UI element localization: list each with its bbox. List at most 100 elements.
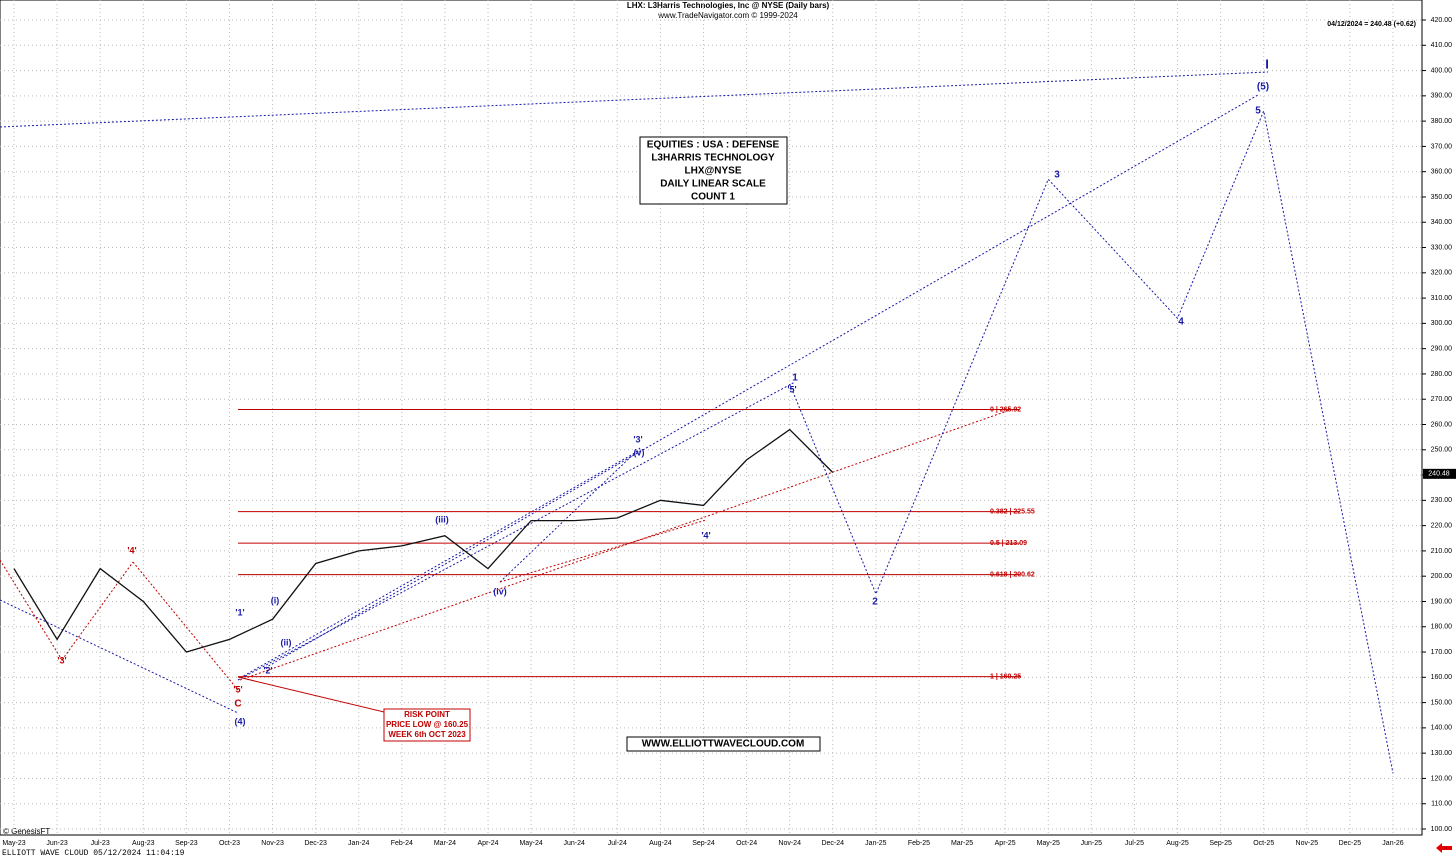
y-tick-label: 400.00 — [1431, 67, 1453, 74]
x-tick-label: Aug-23 — [132, 840, 155, 847]
website-box — [626, 736, 821, 752]
y-tick-label: 340.00 — [1431, 219, 1453, 226]
wave-label: I — [1265, 56, 1269, 71]
x-tick-label: Aug-24 — [649, 840, 672, 847]
x-tick-label: Jul-23 — [91, 840, 110, 847]
x-tick-label: Sep-25 — [1209, 840, 1232, 847]
info-line: LHX@NYSE — [685, 166, 742, 177]
wave-label: C — [234, 699, 241, 710]
price-line — [13, 428, 834, 653]
y-tick-label: 190.00 — [1431, 598, 1453, 605]
y-tick-label: 100.00 — [1431, 826, 1453, 833]
x-tick-label: Jul-25 — [1125, 840, 1144, 847]
wave-label: (v) — [634, 447, 645, 457]
y-tick-label: 290.00 — [1431, 346, 1453, 353]
info-line: L3HARRIS TECHNOLOGY — [651, 153, 775, 164]
y-tick-label: 330.00 — [1431, 244, 1453, 251]
x-tick-label: May-25 — [1037, 840, 1060, 847]
wave-label: (5) — [1257, 82, 1269, 93]
y-tick-label: 300.00 — [1431, 320, 1453, 327]
trend-line — [499, 447, 641, 583]
x-tick-label: May-23 — [2, 840, 25, 847]
x-tick-label: Sep-23 — [175, 840, 198, 847]
wave-label: '4' — [127, 545, 136, 555]
wave-label: '4' — [701, 530, 710, 540]
y-tick-label: 230.00 — [1431, 497, 1453, 504]
x-tick-label: Jun-25 — [1081, 840, 1103, 847]
info-box — [639, 136, 788, 205]
wave-label: 1 — [792, 373, 798, 384]
x-tick-label: Mar-24 — [434, 840, 456, 847]
wave-label: '2' — [263, 665, 272, 675]
wave-label: 5 — [1255, 106, 1261, 117]
x-tick-label: Feb-24 — [391, 840, 413, 847]
wave-label: '5' — [787, 384, 796, 394]
wave-label: '1' — [235, 607, 244, 617]
x-tick-label: Dec-25 — [1339, 840, 1362, 847]
y-tick-label: 140.00 — [1431, 725, 1453, 732]
risk-line: WEEK 6th OCT 2023 — [388, 730, 466, 739]
y-tick-label: 310.00 — [1431, 295, 1453, 302]
y-tick-label: 380.00 — [1431, 118, 1453, 125]
y-tick-label: 110.00 — [1431, 801, 1452, 808]
x-tick-label: Dec-24 — [821, 840, 844, 847]
risk-box — [383, 708, 471, 742]
risk-pointer — [237, 676, 385, 713]
risk-line: RISK POINT — [404, 710, 450, 719]
y-tick-label: 280.00 — [1431, 371, 1453, 378]
y-tick-label: 350.00 — [1431, 194, 1453, 201]
x-tick-label: Apr-25 — [995, 840, 1016, 847]
nav-arrow[interactable] — [1436, 843, 1452, 853]
y-tick-label: 120.00 — [1431, 775, 1453, 782]
fib-label: 1 | 160.25 — [990, 674, 1021, 681]
y-tick-label: 170.00 — [1431, 649, 1453, 656]
x-tick-label: Apr-24 — [478, 840, 499, 847]
fib-label: 0.382 | 225.55 — [990, 508, 1035, 515]
y-tick-label: 360.00 — [1431, 169, 1453, 176]
x-tick-label: Oct-25 — [1253, 840, 1274, 847]
fib-label: 0 | 265.92 — [990, 406, 1021, 413]
x-tick-label: Dec-23 — [304, 840, 327, 847]
last-price-bg — [1423, 468, 1456, 479]
wave-label: 2 — [872, 597, 878, 608]
last-price-label: 240.48 — [1428, 471, 1450, 478]
info-line: DAILY LINEAR SCALE — [660, 179, 766, 190]
trend-line — [61, 561, 134, 661]
trend-line — [0, 71, 1269, 128]
x-tick-label: Jun-24 — [564, 840, 586, 847]
chart-title: LHX: L3Harris Technologies, Inc @ NYSE (… — [627, 1, 830, 10]
x-tick-label: Jul-24 — [608, 840, 627, 847]
trend-line — [239, 449, 641, 679]
x-tick-label: Nov-24 — [778, 840, 801, 847]
wave-label: '3' — [57, 655, 66, 665]
x-tick-label: Mar-25 — [951, 840, 973, 847]
y-tick-label: 420.00 — [1431, 17, 1453, 24]
copyright: © GenesisFT — [3, 827, 50, 836]
fib-label: 0.618 | 200.62 — [990, 571, 1035, 578]
quote: 04/12/2024 = 240.48 (+0.62) — [1327, 21, 1416, 28]
y-tick-label: 410.00 — [1431, 42, 1453, 49]
y-tick-label: 250.00 — [1431, 447, 1453, 454]
wave-label: 4 — [1178, 317, 1184, 328]
chart-subtitle: www.TradeNavigator.com © 1999-2024 — [657, 11, 798, 20]
trend-line — [237, 381, 796, 681]
y-tick-label: 390.00 — [1431, 93, 1453, 100]
info-line: COUNT 1 — [691, 192, 735, 203]
x-tick-label: Jan-26 — [1382, 840, 1404, 847]
y-tick-label: 210.00 — [1431, 548, 1453, 555]
y-tick-label: 160.00 — [1431, 674, 1453, 681]
y-tick-label: 200.00 — [1431, 573, 1453, 580]
x-tick-label: Feb-25 — [908, 840, 930, 847]
trend-line — [264, 94, 1259, 669]
wave-label: (i) — [271, 595, 280, 605]
wave-label: '5' — [233, 684, 242, 694]
y-tick-label: 260.00 — [1431, 421, 1453, 428]
x-tick-label: Nov-25 — [1296, 840, 1319, 847]
footer: ELLIOTT WAVE CLOUD 05/12/2024 11:04:19 — [2, 849, 185, 858]
y-tick-label: 180.00 — [1431, 624, 1453, 631]
x-tick-label: Jan-24 — [348, 840, 370, 847]
y-tick-label: 130.00 — [1431, 750, 1453, 757]
risk-line: PRICE LOW @ 160.25 — [386, 720, 469, 729]
wave-label: '3' — [633, 434, 642, 444]
